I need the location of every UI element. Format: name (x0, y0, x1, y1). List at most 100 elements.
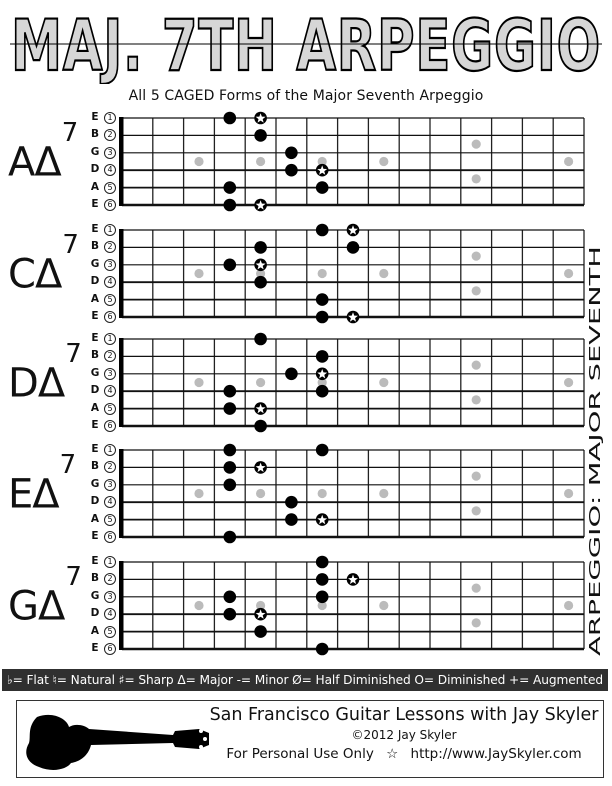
chord-root: G (8, 583, 39, 630)
string-label: A (90, 624, 100, 637)
note-dot (223, 590, 237, 604)
note-dot (315, 573, 329, 586)
note-dot (315, 223, 329, 237)
nut (119, 229, 124, 318)
side-label-text: ARPEGGIO: MAJOR SEVENTH (586, 246, 604, 656)
fret-marker-dot (256, 268, 266, 279)
string-label: D (90, 163, 100, 176)
note-dot (346, 241, 360, 254)
root-star-icon (255, 200, 266, 210)
fret-marker-dot (471, 139, 481, 149)
string-label: D (90, 495, 100, 508)
fret-marker-dot (471, 286, 481, 296)
string-label: A (90, 180, 100, 193)
footer-title: San Francisco Guitar Lessons with Jay Sk… (209, 705, 599, 725)
fret-marker-dot (317, 488, 327, 499)
note-dot (223, 181, 237, 194)
string-number: 2 (104, 129, 116, 142)
note-dot (223, 530, 237, 544)
fret-marker-dot (564, 268, 574, 279)
string-number: 2 (104, 461, 116, 474)
string-label: E (91, 443, 99, 455)
note-dot (315, 350, 329, 363)
fretboard (119, 332, 585, 433)
chord-extension: 7 (65, 339, 82, 369)
page-title: MAJ. 7TH ARPEGGIO (10, 4, 602, 84)
string-label: D (90, 384, 100, 397)
chord-extension: 7 (65, 562, 82, 592)
string-label: G (90, 477, 100, 490)
fret-marker-dot (379, 156, 389, 167)
string-label: B (90, 349, 99, 362)
star-icon: ☆ (386, 746, 399, 762)
note-dot (223, 384, 237, 398)
chord-root: A (8, 139, 35, 186)
string-label: E (91, 198, 99, 210)
website-link[interactable]: http://www.JaySkyler.com (410, 746, 582, 762)
nut (119, 338, 124, 427)
major-symbol: Δ (34, 251, 62, 298)
string-number: 1 (104, 556, 116, 568)
footer-box: San Francisco Guitar Lessons with Jay Sk… (16, 700, 604, 778)
chord-name: GΔ7 (8, 564, 82, 630)
chord-root: C (8, 251, 36, 298)
major-symbol: Δ (32, 471, 59, 518)
note-dot (223, 402, 237, 415)
string-number: 6 (104, 531, 116, 543)
footer-info-line: For Personal Use Only ☆ http://www.JaySk… (209, 746, 599, 762)
personal-use-text: For Personal Use Only (226, 746, 374, 762)
string-label: G (90, 257, 100, 270)
root-star-icon (255, 113, 266, 123)
string-label: A (90, 401, 100, 414)
symbol-legend: ♭= Flat ♮= Natural ♯= Sharp Δ= Major -= … (2, 669, 608, 691)
footer-copyright: ©2012 Jay Skyler (351, 728, 457, 742)
major-symbol: Δ (34, 139, 61, 186)
string-number: 3 (104, 367, 116, 380)
root-star-icon (348, 574, 358, 585)
note-dot (254, 129, 267, 142)
root-star-icon (317, 369, 328, 379)
note-dot (254, 625, 267, 638)
arpeggio-diagram-e: EΔ7 E 1 B 2 G 3 D 4 A 5 E 6 (0, 444, 612, 552)
string-number: 6 (104, 420, 116, 432)
string-number: 1 (104, 112, 116, 124)
string-label: A (90, 512, 100, 525)
string-number: 2 (104, 241, 116, 254)
string-label: E (91, 332, 99, 344)
string-number: 5 (104, 293, 116, 306)
fret-marker-dot (317, 600, 327, 611)
string-number: 4 (104, 496, 116, 509)
root-star-icon (255, 609, 266, 619)
string-number: 5 (104, 181, 116, 194)
fretboard (119, 555, 585, 656)
note-dot (315, 590, 329, 604)
string-label: E (91, 530, 99, 542)
electric-guitar-icon (26, 714, 210, 770)
note-dot (254, 332, 267, 346)
arpeggio-diagram-a: AΔ7 E 1 B 2 G 3 D 4 A 5 E 6 (0, 112, 612, 220)
string-number: 4 (104, 164, 116, 177)
root-star-icon (317, 165, 328, 175)
note-dot (223, 478, 237, 492)
string-number: 3 (104, 590, 116, 603)
arpeggio-diagram-d: DΔ7 E 1 B 2 G 3 D 4 A 5 E 6 (0, 333, 612, 441)
string-number: 4 (104, 385, 116, 398)
string-number: 4 (104, 276, 116, 289)
chord-extension: 7 (59, 450, 77, 480)
fret-marker-dot (256, 600, 266, 611)
note-dot (315, 555, 329, 569)
root-star-icon (348, 312, 358, 322)
string-number: 4 (104, 608, 116, 621)
fret-marker-dot (471, 395, 481, 405)
note-dot (223, 461, 237, 474)
fret-marker-dot (256, 156, 266, 167)
chord-extension: 7 (62, 230, 79, 260)
fret-marker-dot (194, 488, 204, 499)
note-dot (223, 443, 237, 457)
string-number: 5 (104, 513, 116, 526)
string-number: 1 (104, 224, 116, 236)
fret-marker-dot (471, 506, 481, 516)
fret-marker-dot (379, 600, 389, 611)
fret-marker-dot (379, 377, 389, 388)
string-label: E (91, 223, 99, 235)
